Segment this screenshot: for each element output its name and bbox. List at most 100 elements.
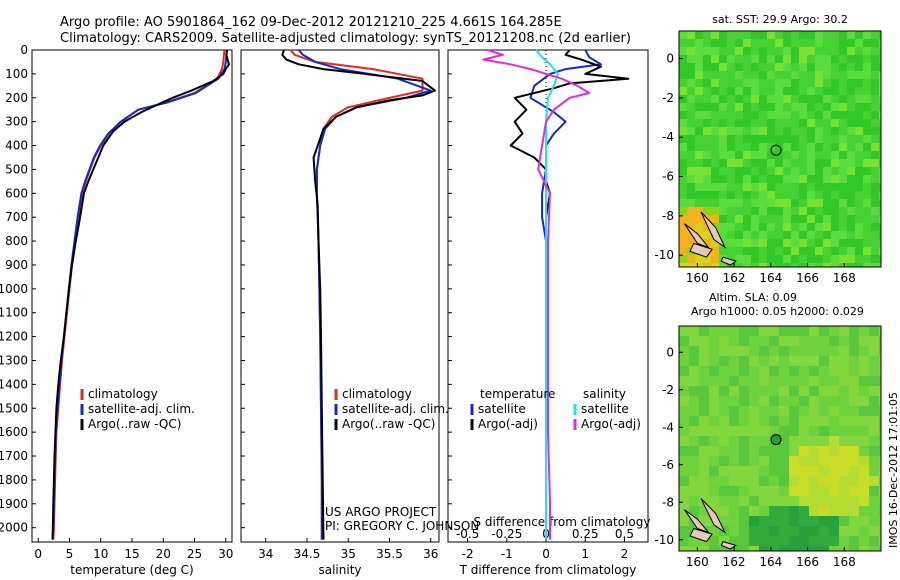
map-cell bbox=[783, 127, 791, 135]
map-cell bbox=[711, 151, 719, 159]
map-cell bbox=[687, 199, 695, 207]
map-cell bbox=[849, 396, 859, 406]
map-cell bbox=[743, 191, 751, 199]
map-cell bbox=[823, 63, 831, 71]
map-cell bbox=[689, 456, 699, 466]
map-cell bbox=[711, 47, 719, 55]
map-cell bbox=[729, 376, 739, 386]
map-cell bbox=[831, 111, 839, 119]
map-cell bbox=[689, 386, 699, 396]
map-cell bbox=[807, 231, 815, 239]
map-cell bbox=[711, 247, 719, 255]
map-cell bbox=[759, 255, 767, 263]
map-cell bbox=[799, 167, 807, 175]
map-cell bbox=[679, 406, 689, 416]
map-cell bbox=[823, 119, 831, 127]
map-cell bbox=[767, 47, 775, 55]
map-cell bbox=[727, 167, 735, 175]
map-cell bbox=[839, 426, 849, 436]
map-cell bbox=[815, 143, 823, 151]
map-cell bbox=[847, 135, 855, 143]
map-cell bbox=[687, 103, 695, 111]
map-cell bbox=[729, 496, 739, 506]
map-cell bbox=[819, 416, 829, 426]
map-cell bbox=[749, 466, 759, 476]
map-cell bbox=[783, 159, 791, 167]
map-cell bbox=[767, 127, 775, 135]
map-cell bbox=[769, 426, 779, 436]
y-tick-label: 2000 bbox=[0, 521, 28, 535]
map-cell bbox=[679, 127, 687, 135]
map-cell bbox=[879, 346, 881, 356]
map-cell bbox=[743, 63, 751, 71]
map-cell bbox=[871, 135, 879, 143]
x-axis-label: temperature (deg C) bbox=[70, 563, 193, 577]
map-cell bbox=[849, 446, 859, 456]
map-cell bbox=[871, 47, 879, 55]
x-tick-label: 30 bbox=[218, 547, 233, 561]
map-cell bbox=[749, 526, 759, 536]
header-line1: Argo profile: AO 5901864_162 09-Dec-2012… bbox=[60, 15, 562, 30]
map-cell bbox=[775, 151, 783, 159]
legend-label: satellite-adj. clim. bbox=[342, 402, 449, 416]
map-cell bbox=[807, 215, 815, 223]
map-cell bbox=[791, 31, 799, 39]
map-cell bbox=[679, 79, 687, 87]
map-cell bbox=[855, 31, 863, 39]
map-cell bbox=[759, 247, 767, 255]
map-cell bbox=[689, 406, 699, 416]
map-cell bbox=[869, 366, 879, 376]
map-cell bbox=[709, 466, 719, 476]
sst-map-panel: sat. SST: 29.9 Argo: 30.2 160 162 164 166 168… bbox=[654, 13, 882, 285]
map-cell bbox=[679, 119, 687, 127]
map-cell bbox=[699, 486, 709, 496]
map-cell bbox=[751, 231, 759, 239]
map-cell bbox=[807, 191, 815, 199]
x-axis-label: salinity bbox=[318, 563, 361, 577]
map-cell bbox=[849, 376, 859, 386]
map-cell bbox=[727, 239, 735, 247]
map-cell bbox=[709, 346, 719, 356]
map-cell bbox=[679, 199, 687, 207]
map-cell bbox=[829, 386, 839, 396]
map-cell bbox=[711, 207, 719, 215]
map-cell bbox=[695, 127, 703, 135]
map-cell bbox=[847, 31, 855, 39]
map-cell bbox=[739, 456, 749, 466]
map-cell bbox=[789, 366, 799, 376]
map-cell bbox=[719, 536, 729, 546]
map-cell bbox=[727, 111, 735, 119]
map-cell bbox=[689, 496, 699, 506]
map-cell bbox=[789, 506, 799, 516]
map-cell bbox=[759, 476, 769, 486]
map-cell bbox=[839, 191, 847, 199]
map-cell bbox=[775, 95, 783, 103]
map-cell bbox=[759, 223, 767, 231]
map-cell bbox=[779, 536, 789, 546]
map-cell bbox=[855, 159, 863, 167]
map-cell bbox=[869, 406, 879, 416]
map-cell bbox=[679, 183, 687, 191]
map-cell bbox=[735, 215, 743, 223]
map-cell bbox=[759, 103, 767, 111]
map-cell bbox=[871, 151, 879, 159]
map-cell bbox=[819, 406, 829, 416]
map-cell bbox=[729, 486, 739, 496]
map-cell bbox=[779, 366, 789, 376]
map-cell bbox=[703, 167, 711, 175]
map-cell bbox=[809, 446, 819, 456]
map-cell bbox=[727, 103, 735, 111]
map-cell bbox=[869, 506, 879, 516]
map-cell bbox=[695, 63, 703, 71]
map-cell bbox=[735, 255, 743, 263]
map-cell bbox=[729, 456, 739, 466]
map-cell bbox=[791, 79, 799, 87]
map-cell bbox=[807, 127, 815, 135]
map-cell bbox=[751, 159, 759, 167]
map-cell bbox=[855, 183, 863, 191]
map-cell bbox=[767, 135, 775, 143]
map-cell bbox=[839, 366, 849, 376]
map-cell bbox=[749, 406, 759, 416]
map-cell bbox=[859, 536, 869, 546]
y-tick-label: -8 bbox=[662, 495, 674, 509]
